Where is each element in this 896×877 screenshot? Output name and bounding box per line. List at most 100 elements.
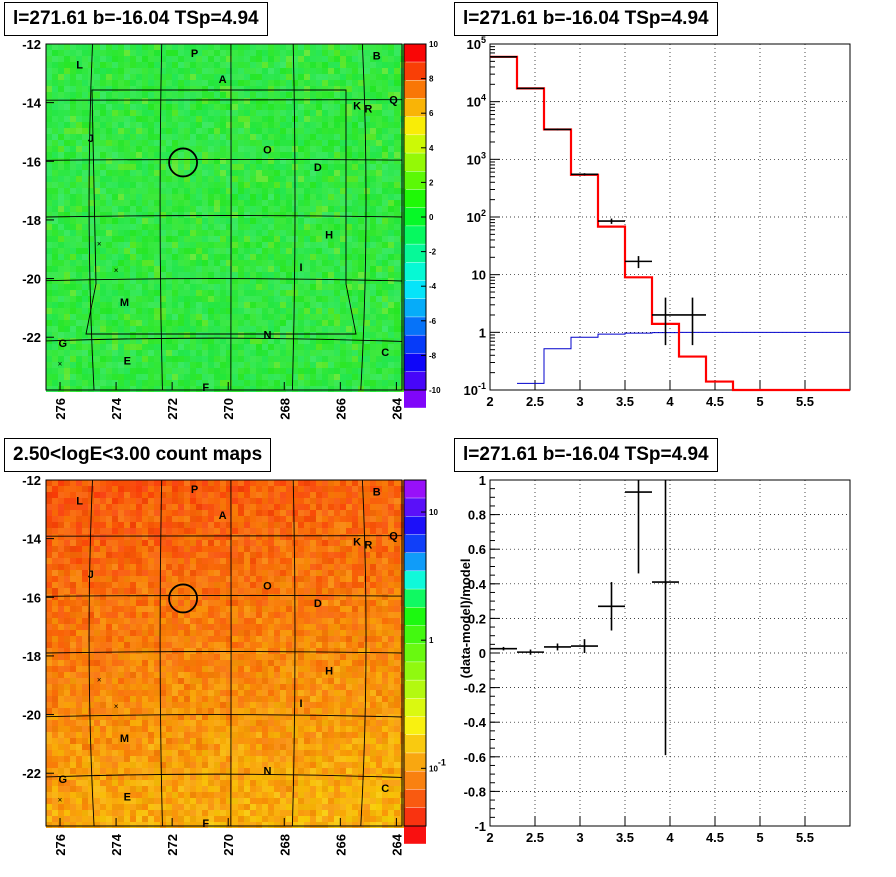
map-pixel xyxy=(76,290,82,296)
map-pixel xyxy=(334,380,340,386)
map-pixel xyxy=(334,44,340,50)
map-pixel xyxy=(334,206,340,212)
map-pixel xyxy=(202,564,208,570)
map-pixel xyxy=(304,146,310,152)
map-pixel xyxy=(376,248,382,254)
map-pixel xyxy=(112,570,118,576)
map-pixel xyxy=(64,498,70,504)
map-pixel xyxy=(100,134,106,140)
map-pixel xyxy=(196,236,202,242)
map-pixel xyxy=(298,552,304,558)
map-pixel xyxy=(328,492,334,498)
map-pixel xyxy=(268,194,274,200)
map-pixel xyxy=(376,374,382,380)
map-pixel xyxy=(208,564,214,570)
map-pixel xyxy=(166,176,172,182)
map-pixel xyxy=(190,362,196,368)
map-pixel xyxy=(340,98,346,104)
map-pixel xyxy=(178,528,184,534)
map-pixel xyxy=(280,188,286,194)
map-pixel xyxy=(184,350,190,356)
map-pixel xyxy=(376,522,382,528)
map-pixel xyxy=(154,158,160,164)
map-pixel xyxy=(388,170,394,176)
map-pixel xyxy=(262,242,268,248)
map-pixel xyxy=(274,356,280,362)
map-pixel xyxy=(118,540,124,546)
map-pixel xyxy=(388,374,394,380)
map-pixel xyxy=(352,230,358,236)
map-pixel xyxy=(64,194,70,200)
map-pixel xyxy=(364,152,370,158)
map-pixel xyxy=(220,558,226,564)
map-pixel xyxy=(160,380,166,386)
map-pixel xyxy=(112,374,118,380)
map-pixel xyxy=(136,504,142,510)
map-pixel xyxy=(370,552,376,558)
map-pixel xyxy=(352,600,358,606)
map-pixel xyxy=(298,206,304,212)
map-pixel xyxy=(130,594,136,600)
map-pixel xyxy=(70,564,76,570)
map-pixel xyxy=(124,140,130,146)
map-pixel xyxy=(382,374,388,380)
map-pixel xyxy=(136,62,142,68)
map-pixel xyxy=(148,528,154,534)
map-pixel xyxy=(370,510,376,516)
map-pixel xyxy=(238,206,244,212)
map-pixel xyxy=(286,350,292,356)
map-pixel xyxy=(316,92,322,98)
map-pixel xyxy=(244,272,250,278)
map-pixel xyxy=(112,284,118,290)
map-pixel xyxy=(256,80,262,86)
map-pixel xyxy=(94,528,100,534)
map-pixel xyxy=(130,296,136,302)
map-pixel xyxy=(316,98,322,104)
map-pixel xyxy=(202,176,208,182)
map-pixel xyxy=(358,260,364,266)
map-pixel xyxy=(172,552,178,558)
map-pixel xyxy=(238,122,244,128)
map-pixel xyxy=(370,248,376,254)
map-pixel xyxy=(316,558,322,564)
map-pixel xyxy=(154,528,160,534)
map-pixel xyxy=(370,74,376,80)
map-pixel xyxy=(124,44,130,50)
map-pixel xyxy=(160,606,166,612)
map-pixel xyxy=(166,338,172,344)
map-pixel xyxy=(316,62,322,68)
map-pixel xyxy=(244,492,250,498)
map-pixel xyxy=(202,50,208,56)
map-pixel xyxy=(166,260,172,266)
map-pixel xyxy=(340,260,346,266)
map-pixel xyxy=(340,320,346,326)
map-pixel xyxy=(154,606,160,612)
map-pixel xyxy=(274,284,280,290)
map-pixel xyxy=(262,492,268,498)
map-pixel xyxy=(64,480,70,486)
map-pixel xyxy=(178,522,184,528)
map-pixel xyxy=(262,570,268,576)
map-pixel xyxy=(154,540,160,546)
map-pixel xyxy=(136,492,142,498)
map-pixel xyxy=(142,164,148,170)
map-pixel xyxy=(52,386,58,392)
map-pixel xyxy=(166,314,172,320)
map-pixel xyxy=(352,510,358,516)
map-pixel xyxy=(172,200,178,206)
map-pixel xyxy=(106,326,112,332)
map-pixel xyxy=(268,224,274,230)
map-pixel xyxy=(208,122,214,128)
map-pixel xyxy=(352,140,358,146)
map-pixel xyxy=(166,254,172,260)
map-pixel xyxy=(262,104,268,110)
map-pixel xyxy=(142,558,148,564)
y-tick-label: 103 xyxy=(467,150,486,167)
map-pixel xyxy=(352,212,358,218)
map-pixel xyxy=(394,564,400,570)
map-pixel xyxy=(130,200,136,206)
map-pixel xyxy=(394,600,400,606)
map-pixel xyxy=(202,92,208,98)
map-pixel xyxy=(142,122,148,128)
map-pixel xyxy=(214,122,220,128)
